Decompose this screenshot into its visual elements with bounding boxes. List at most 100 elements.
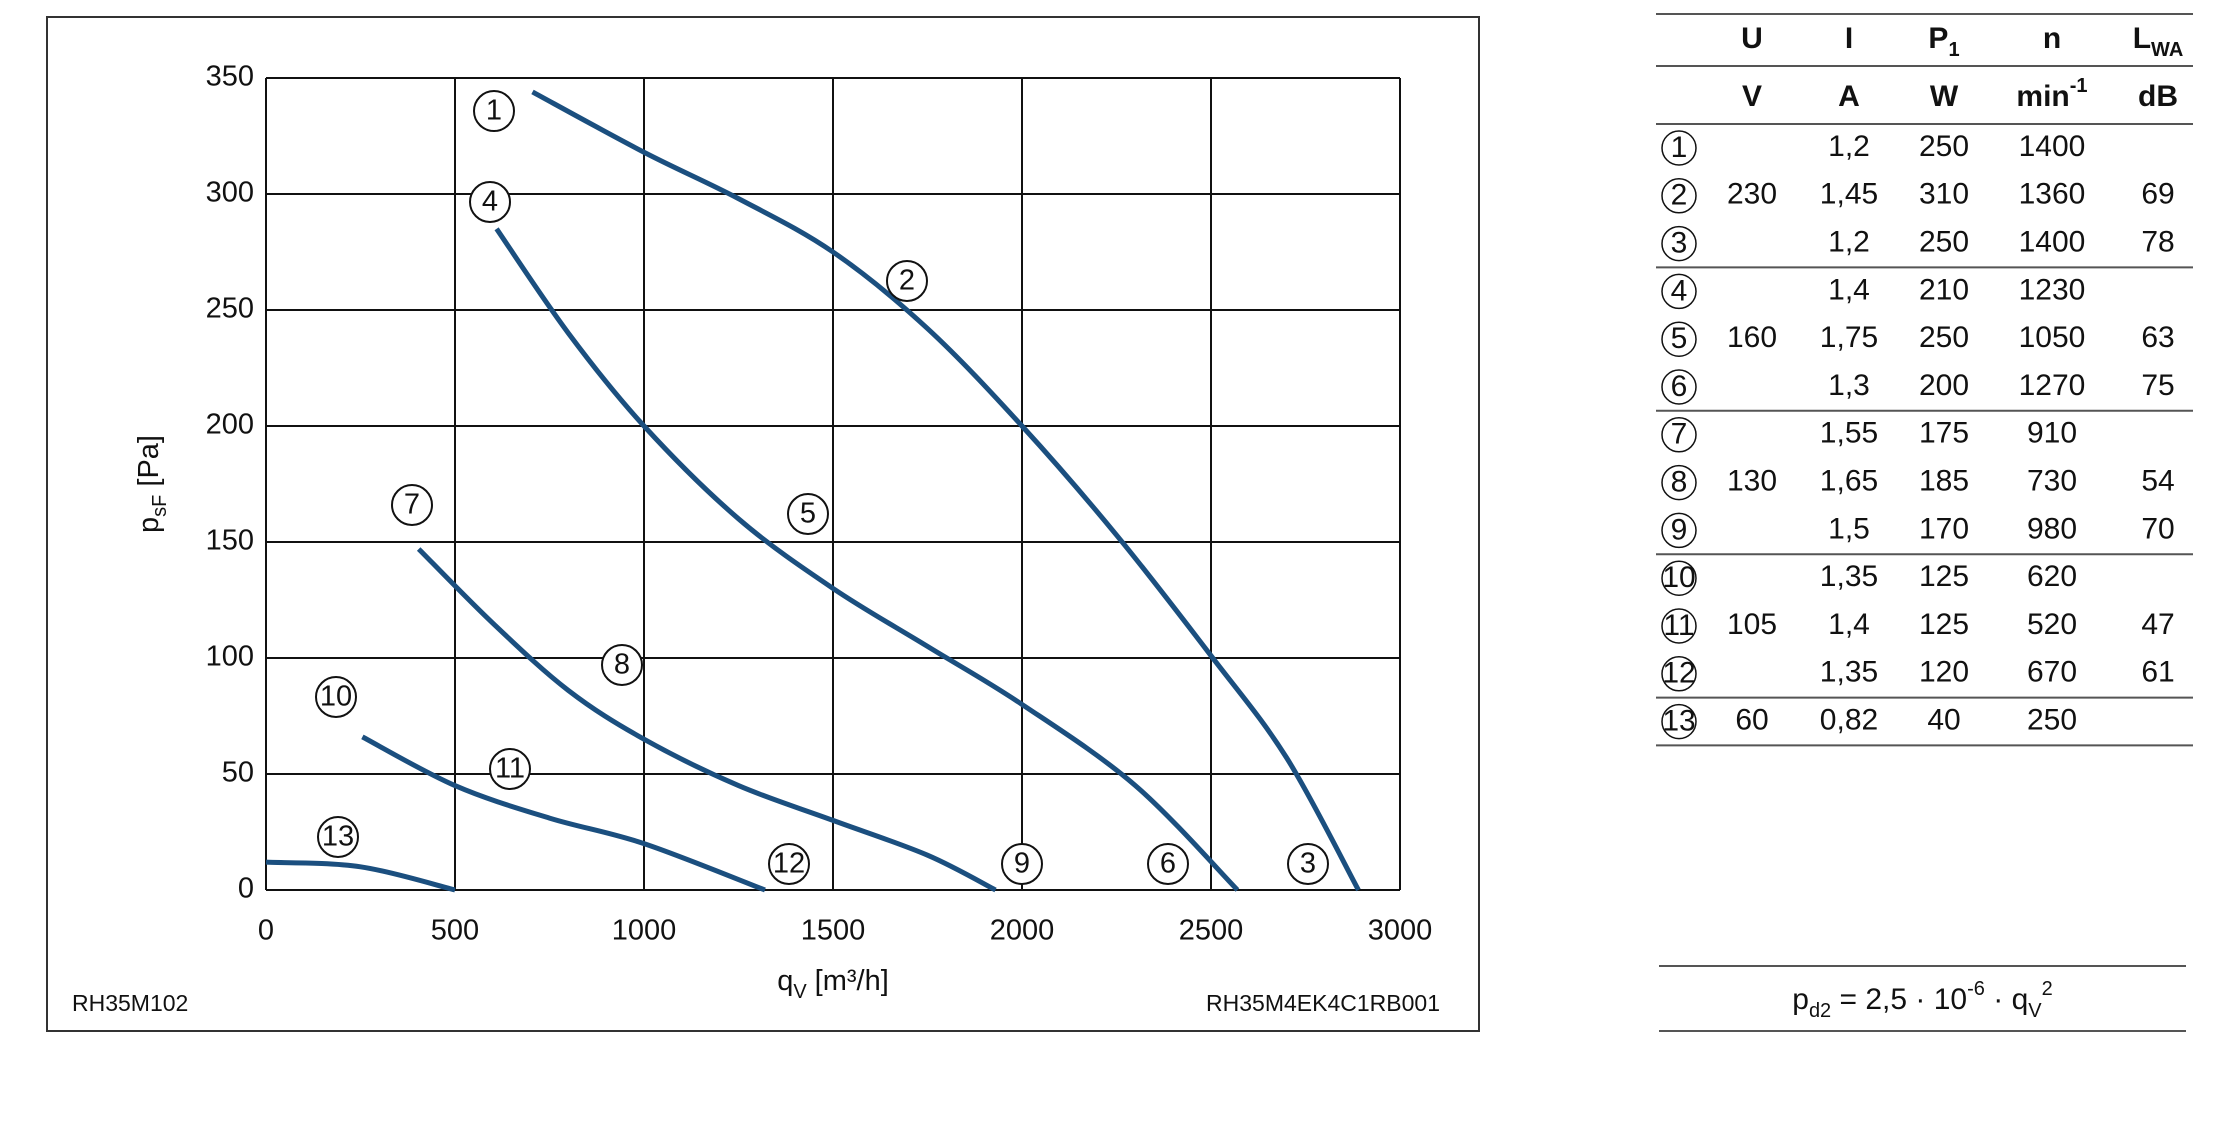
y-axis-label-sub: sF [149, 495, 171, 517]
table-cell: 175 [1919, 417, 1969, 450]
curve-label: 6 [1160, 848, 1176, 880]
curve-label: 5 [800, 498, 816, 530]
table-cell: 63 [2141, 321, 2174, 354]
table-cell: 60 [1735, 704, 1768, 737]
header-sub: WA [2151, 39, 2183, 61]
table-cell: 125 [1919, 608, 1969, 641]
table-cell: 1,5 [1828, 512, 1870, 545]
curve-label-circle [787, 493, 829, 535]
table-cell: 185 [1919, 465, 1969, 498]
row-id: 2 [1671, 179, 1688, 212]
table-cell: 160 [1727, 321, 1777, 354]
table-cell: 1050 [2019, 321, 2086, 354]
header-text: I [1845, 22, 1853, 55]
header-text: U [1741, 22, 1763, 55]
x-axis-label: qV [m³/h] [777, 965, 889, 1004]
curve-label: 2 [899, 265, 915, 297]
table-cell: 250 [2027, 704, 2077, 737]
y-tick-label: 300 [206, 177, 254, 209]
curve-label: 10 [320, 681, 352, 713]
curve-label: 9 [1014, 848, 1030, 880]
table-cell: 1,65 [1820, 465, 1878, 498]
row-id-circle [1661, 464, 1697, 501]
table-cell: 1,55 [1820, 417, 1878, 450]
y-tick-label: 0 [238, 873, 254, 905]
formula-text: · q [1985, 983, 2028, 1016]
curve-label: 13 [322, 821, 354, 853]
x-tick-label: 3000 [1368, 915, 1433, 947]
table-header: W [1930, 80, 1959, 113]
x-tick-label: 1500 [801, 915, 866, 947]
row-id-circle [1661, 273, 1697, 310]
header-text: n [2043, 22, 2061, 55]
formula: pd2 = 2,5 · 10-6 · qV2 [1792, 978, 2053, 1022]
curve-label-circle [601, 644, 643, 686]
table-cell: 250 [1919, 226, 1969, 259]
chart-note: RH35M4EK4C1RB001 [1206, 990, 1440, 1016]
table-header: P1 [1928, 22, 1959, 61]
table-cell: 120 [1919, 656, 1969, 689]
table-cell: 910 [2027, 417, 2077, 450]
curve-label: 7 [404, 489, 420, 521]
table-cell: 130 [1727, 465, 1777, 498]
row-id-circle [1661, 656, 1697, 692]
x-tick-label: 500 [431, 915, 479, 947]
row-id: 1 [1671, 131, 1688, 164]
row-id: 7 [1671, 418, 1688, 451]
table-cell: 105 [1727, 608, 1777, 641]
curve-label-circle [1287, 843, 1329, 885]
curve-label-circle [317, 816, 359, 858]
table-header: V [1742, 80, 1762, 113]
y-tick-label: 250 [206, 293, 254, 325]
table-cell: 310 [1919, 178, 1969, 211]
x-axis-label-text: q [777, 965, 793, 997]
table-cell: 125 [1919, 560, 1969, 593]
x-axis-label-unit: [m³/h] [815, 965, 889, 997]
row-id: 3 [1671, 227, 1688, 260]
header-sub: 1 [1948, 39, 1959, 61]
table-cell: 620 [2027, 560, 2077, 593]
curve-label: 1 [486, 95, 502, 127]
table-cell: 1270 [2019, 369, 2086, 402]
y-tick-label: 50 [222, 757, 254, 789]
table-header: dB [2138, 80, 2178, 113]
table-cell: 1,4 [1828, 273, 1870, 306]
y-axis-label-text: p [133, 517, 165, 533]
row-id-circle [1661, 321, 1697, 357]
curve [416, 547, 997, 893]
table-cell: 730 [2027, 465, 2077, 498]
y-axis-label: psF [Pa] [133, 435, 172, 533]
table-cell: 1400 [2019, 226, 2086, 259]
table-cell: 210 [1919, 273, 1969, 306]
y-tick-label: 200 [206, 409, 254, 441]
curve-label: 4 [482, 186, 498, 218]
row-id-circle [1661, 369, 1697, 405]
curve-label-circle [473, 90, 515, 132]
curve-label-circle [1147, 843, 1189, 885]
table-cell: 47 [2141, 608, 2174, 641]
formula-sup: 2 [2042, 978, 2053, 1000]
table-cell: 1,45 [1820, 178, 1878, 211]
row-id: 5 [1671, 322, 1688, 355]
formula-text: p [1792, 983, 1809, 1016]
header-text: W [1930, 80, 1959, 113]
curve-label: 8 [614, 649, 630, 681]
table-cell: 230 [1727, 178, 1777, 211]
header-text: dB [2138, 80, 2178, 113]
table-header: A [1838, 80, 1860, 113]
y-tick-label: 100 [206, 641, 254, 673]
table-cell: 520 [2027, 608, 2077, 641]
table-cell: 61 [2141, 656, 2174, 689]
table-cell: 1,75 [1820, 321, 1878, 354]
header-sup: -1 [2070, 75, 2088, 97]
curve-label-circle [1001, 843, 1043, 885]
x-tick-label: 1000 [612, 915, 677, 947]
row-id: 8 [1671, 466, 1688, 499]
table-cell: 78 [2141, 226, 2174, 259]
table-cell: 1,4 [1828, 608, 1870, 641]
curve-label-circle [391, 484, 433, 526]
table-cell: 1,35 [1820, 560, 1878, 593]
chart-frame [46, 16, 1480, 1032]
table-cell: 0,82 [1820, 704, 1878, 737]
